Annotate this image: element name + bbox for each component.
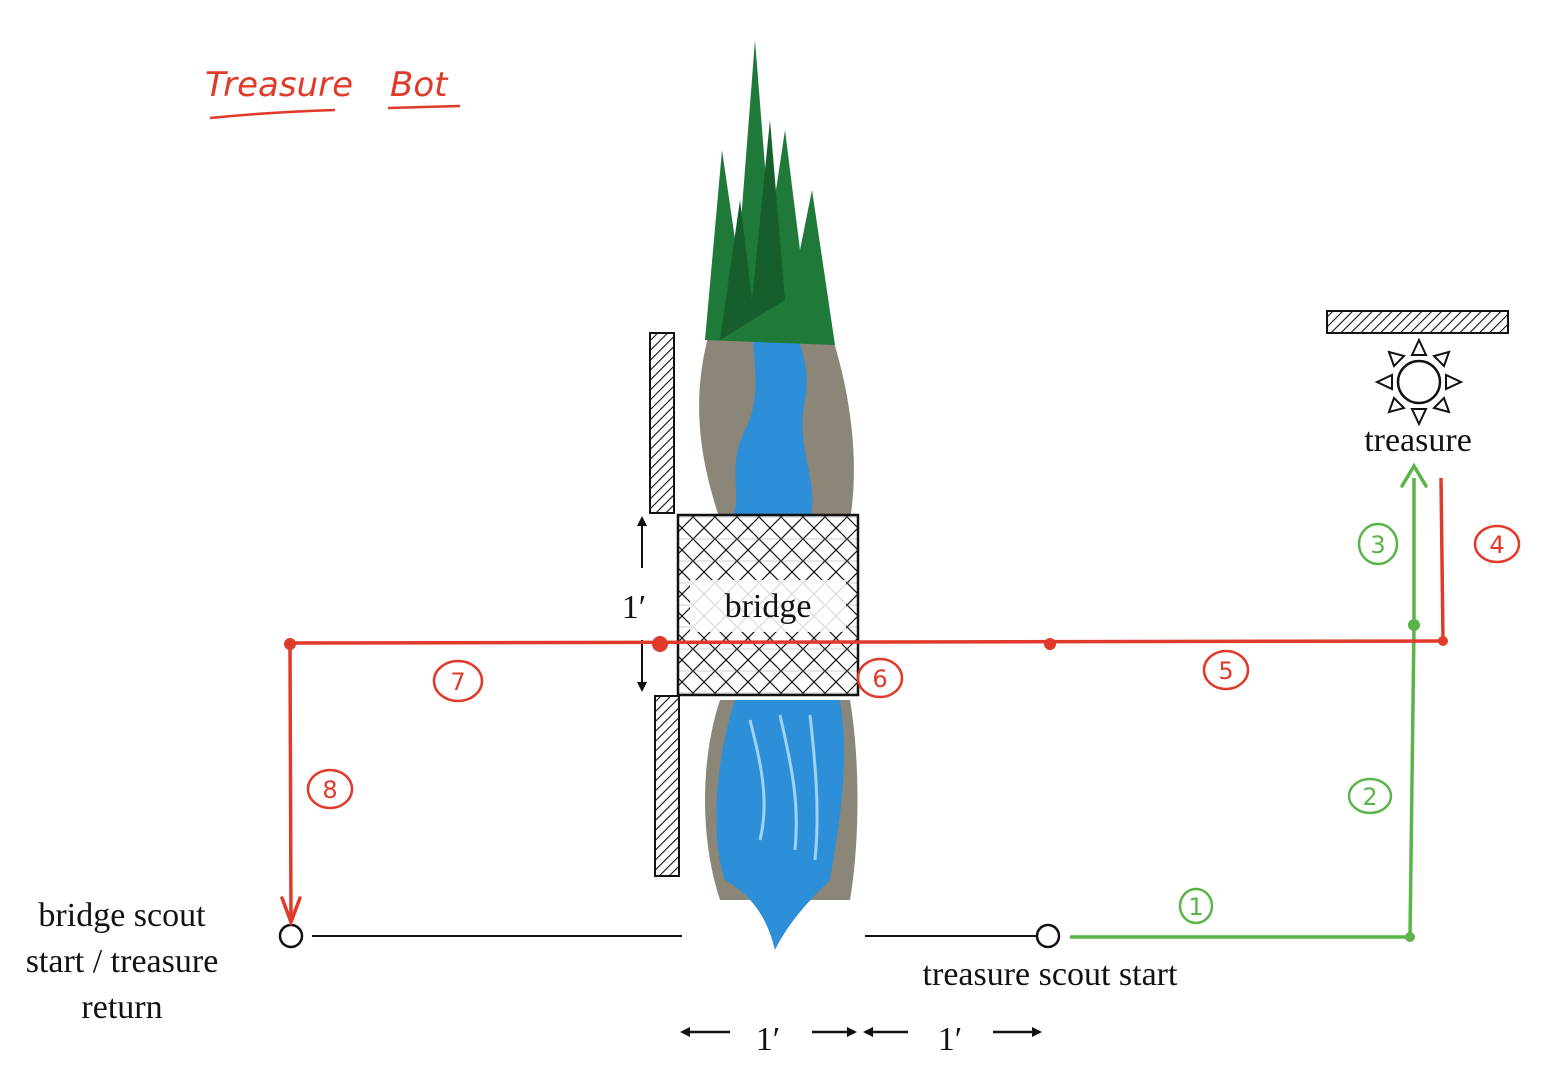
green-dot-corner — [1405, 932, 1415, 942]
step-5-label: 5 — [1218, 657, 1233, 685]
wall-left-lower — [654, 695, 680, 877]
green-path — [1070, 462, 1428, 939]
step-markers: 1 2 3 4 5 6 7 8 — [306, 522, 1521, 925]
bridge: bridge — [676, 513, 860, 697]
sun-treasure-icon: treasure — [1364, 337, 1472, 459]
red-dot-mid — [1044, 638, 1056, 650]
bridge-label: bridge — [725, 588, 812, 625]
green-path-segment-2 — [1408, 624, 1416, 938]
green-dot-cross — [1408, 619, 1420, 631]
bridge-width-label: 1′ — [622, 589, 646, 626]
title-group: Treasure Bot — [205, 65, 461, 120]
wall-left-upper — [649, 332, 675, 514]
step-2-label: 2 — [1362, 783, 1377, 811]
span-dimension: 1′ 1′ — [680, 1021, 1042, 1058]
red-path — [280, 477, 1445, 927]
wall-treasure — [1326, 310, 1509, 334]
river-icon — [699, 280, 858, 950]
bridge-scout-start-point — [278, 923, 304, 949]
step-1-label: 1 — [1188, 893, 1203, 921]
step-8-label: 8 — [322, 776, 337, 804]
start-track — [278, 923, 1061, 949]
span-right-label: 1′ — [938, 1021, 962, 1058]
step-3-label: 3 — [1370, 531, 1385, 559]
bridge-scout-label-3: return — [81, 989, 162, 1026]
step-4-label: 4 — [1489, 531, 1504, 559]
bridge-scout-label-1: bridge scout — [38, 897, 206, 934]
red-dot-bridge — [652, 636, 668, 652]
span-left-label: 1′ — [756, 1021, 780, 1058]
bridge-scout-label-2: start / treasure — [26, 943, 219, 980]
step-6-label: 6 — [872, 665, 887, 693]
treasure-label: treasure — [1364, 422, 1472, 459]
red-dot-left — [284, 638, 296, 650]
step-7-label: 7 — [450, 668, 465, 696]
pine-trees-icon — [705, 40, 835, 345]
treasure-scout-start-point — [1035, 923, 1061, 949]
title-bot: Bot — [390, 65, 449, 105]
title-treasure: Treasure — [205, 65, 353, 105]
red-path-segment-4 — [1439, 477, 1445, 642]
red-path-segment-8 — [288, 642, 293, 919]
red-dot-right — [1438, 636, 1448, 646]
red-path-segment-5-7 — [289, 639, 1444, 645]
treasure-scout-start-label: treasure scout start — [923, 956, 1178, 993]
bridge-width-dimension: 1′ — [622, 516, 647, 692]
